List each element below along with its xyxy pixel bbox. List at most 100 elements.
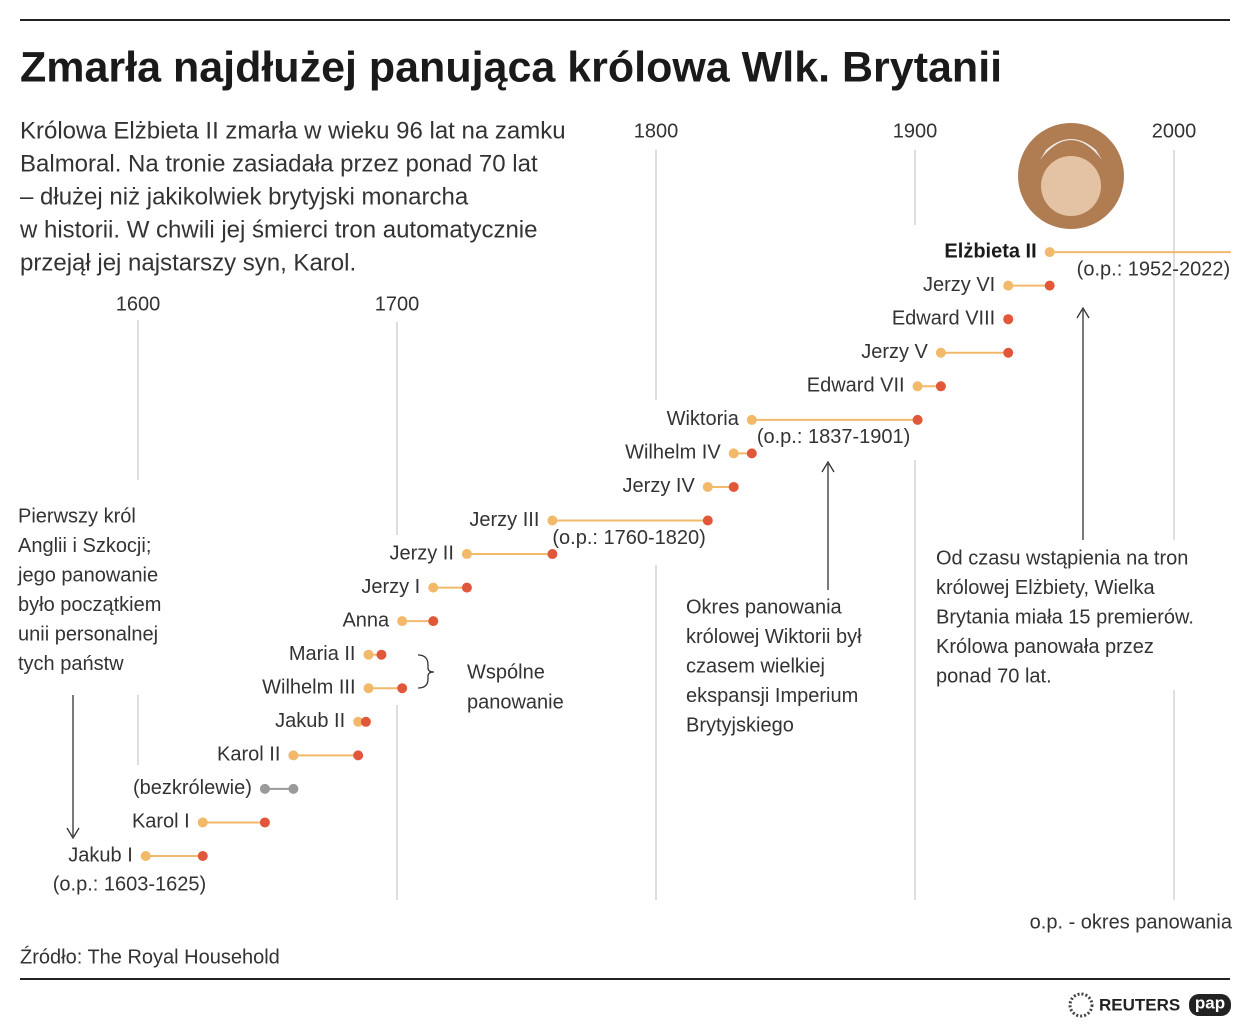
annotation-line: Wspólne <box>467 661 545 683</box>
reign-label: (bezkrólewie) <box>133 777 252 799</box>
reign-start <box>259 783 270 794</box>
reign-start <box>547 515 558 526</box>
reign-label: Jerzy III <box>469 509 539 531</box>
annotation-line: ekspansji Imperium <box>686 685 858 707</box>
portrait-crown <box>1040 139 1102 160</box>
reign-end <box>1003 347 1014 358</box>
reign-end <box>547 549 558 560</box>
reign-start <box>428 582 439 593</box>
reign-label: Karol I <box>132 811 190 833</box>
reign-start <box>935 347 946 358</box>
annotation-line: jego panowanie <box>17 564 158 586</box>
subtitle-line: Balmoral. Na tronie zasiadała przez pona… <box>20 150 538 177</box>
annotation-line: unii personalnej <box>18 623 158 645</box>
subtitle-line: przejął jej najstarszy syn, Karol. <box>20 249 356 276</box>
reign-label: Edward VII <box>807 375 905 397</box>
chart-title: Zmarła najdłużej panująca królowa Wlk. B… <box>20 43 1002 91</box>
reign-end <box>702 515 713 526</box>
subtitle-line: – dłużej niż jakikolwiek brytyjski monar… <box>20 183 469 210</box>
reuters-mark <box>1068 992 1094 1018</box>
reign-start <box>728 448 739 459</box>
annotation-line: królowej Elżbiety, Wielka <box>936 577 1155 599</box>
subtitle-line: Królowa Elżbieta II zmarła w wieku 96 la… <box>20 117 566 144</box>
reign-start <box>288 750 299 761</box>
reign-label: Jakub II <box>275 710 345 732</box>
x-tick-label: 1600 <box>116 293 161 315</box>
reign-end <box>360 716 371 727</box>
reign-end <box>1003 314 1014 325</box>
annotation-line: ponad 70 lat. <box>936 665 1052 687</box>
reign-start <box>1003 280 1014 291</box>
reign-end <box>935 381 946 392</box>
reign-start <box>397 616 408 627</box>
reign-label: Maria II <box>289 643 356 665</box>
reign-end <box>912 414 923 425</box>
reign-label: Edward VIII <box>892 307 995 329</box>
reign-start <box>1044 247 1055 258</box>
annotation-line: Pierwszy król <box>18 505 136 527</box>
annotation-line: było początkiem <box>18 594 161 616</box>
reign-label: Jerzy I <box>361 576 420 598</box>
reign-start <box>363 649 374 660</box>
annotation-line: Okres panowania <box>686 596 843 618</box>
annotation-line: Brytyjskiego <box>686 714 794 736</box>
reign-end <box>428 616 439 627</box>
x-tick-label: 1800 <box>634 120 679 142</box>
reign-end <box>461 582 472 593</box>
legend-note: o.p. - okres panowania <box>1030 911 1233 933</box>
reign-note: (o.p.: 1952-2022) <box>1077 258 1230 280</box>
x-tick-label: 1900 <box>893 120 938 142</box>
portrait-face <box>1041 156 1101 216</box>
pap-logo: pap <box>1195 993 1225 1012</box>
annotation-line: tych państw <box>18 653 124 675</box>
reign-end <box>376 649 387 660</box>
source: Źródło: The Royal Household <box>20 945 280 968</box>
reign-start <box>197 817 208 828</box>
annotation-line: królowej Wiktorii był <box>686 626 862 648</box>
annotation-line: Królowa panowała przez <box>936 636 1154 658</box>
reign-note: (o.p.: 1760-1820) <box>552 527 705 549</box>
logos: REUTERS pap <box>1068 992 1231 1018</box>
reign-end <box>197 851 208 861</box>
reign-end <box>288 783 299 794</box>
annotation-line: czasem wielkiej <box>686 655 825 677</box>
annotation-line: Anglii i Szkocji; <box>18 535 151 557</box>
reign-end <box>353 750 364 761</box>
x-tick-label: 2000 <box>1152 120 1197 142</box>
brace <box>417 654 435 689</box>
annotation-line: Od czasu wstąpienia na tron <box>936 547 1188 569</box>
reign-note: (o.p.: 1603-1625) <box>53 873 206 895</box>
reign-start <box>353 716 364 727</box>
reign-label: Jerzy II <box>389 542 453 564</box>
reign-start <box>702 481 713 492</box>
reign-start <box>461 549 472 560</box>
reign-end <box>397 683 408 694</box>
reign-end <box>1044 280 1055 291</box>
reign-label: Wilhelm IV <box>625 442 721 464</box>
reign-label: Jerzy IV <box>623 475 696 497</box>
reign-label: Wiktoria <box>667 408 740 430</box>
reign-start <box>912 381 923 392</box>
annotation-line: Brytania miała 15 premierów. <box>936 606 1194 628</box>
reign-label: Jerzy VI <box>923 274 995 296</box>
arrows <box>66 306 1090 840</box>
reuters-logo: REUTERS <box>1099 995 1180 1014</box>
annotation-line: panowanie <box>467 691 564 713</box>
reign-end <box>259 817 270 828</box>
pap-badge <box>1189 994 1231 1016</box>
subtitle-line: w historii. W chwili jej śmierci tron au… <box>19 216 537 243</box>
reign-label: Karol II <box>217 744 280 766</box>
reign-label: Jakub I <box>68 844 132 866</box>
reign-start <box>746 414 757 425</box>
reign-end <box>746 448 757 459</box>
reign-start <box>140 851 151 861</box>
reign-note: (o.p.: 1837-1901) <box>757 426 910 448</box>
reign-label: Elżbieta II <box>944 240 1036 262</box>
reign-label: Jerzy V <box>861 341 928 363</box>
reign-end <box>728 481 739 492</box>
x-tick-label: 1700 <box>375 293 420 315</box>
reign-label: Anna <box>342 609 390 631</box>
reign-start <box>363 683 374 694</box>
reign-label: Wilhelm III <box>262 677 355 699</box>
